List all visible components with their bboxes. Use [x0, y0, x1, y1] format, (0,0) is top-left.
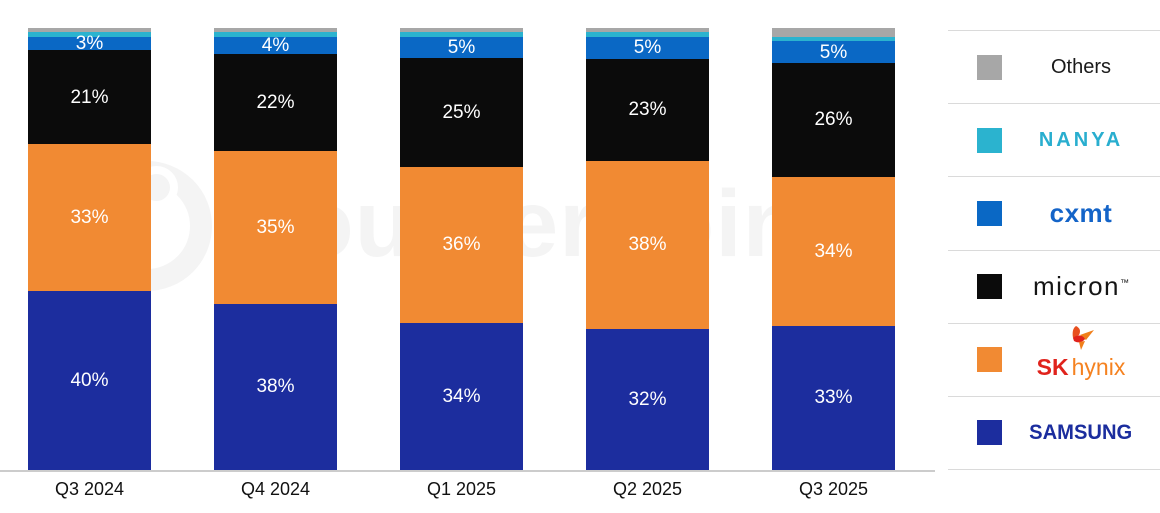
- bar-segment-micron: 26%: [772, 63, 895, 177]
- samsung-logo: SAMSUNG: [1029, 420, 1133, 444]
- bar-segment-cxmt: 5%: [400, 36, 523, 59]
- bar-segment-sk-hynix: 34%: [772, 176, 895, 326]
- bar-value-label: 34%: [814, 240, 853, 262]
- bar-segment-others: [586, 28, 709, 33]
- plot-area: 3% 21% 33% 40% Q3 2024 4% 22% 35% 38% Q4 2024 5% 25…: [0, 28, 935, 499]
- nanya-logo: NANYA: [1038, 128, 1124, 151]
- bar-segment-others: [400, 28, 523, 33]
- bar-value-label: 21%: [70, 86, 109, 108]
- bar-value-label: 35%: [256, 216, 295, 238]
- bar-segment-sk-hynix: 35%: [214, 150, 337, 304]
- legend-row-nanya: NANYA: [948, 103, 1160, 176]
- bar-segment-micron: 23%: [586, 58, 709, 161]
- bar-value-label: 33%: [70, 207, 109, 229]
- bar-segment-micron: 21%: [28, 50, 151, 145]
- x-axis-label: Q3 2024: [54, 479, 125, 499]
- others-label-wrap: Others: [1002, 56, 1160, 79]
- bar-segment-nanya: [772, 36, 895, 42]
- bar-column-q3-2024: 3% 21% 33% 40%: [28, 28, 151, 470]
- bar-segment-cxmt: 3%: [28, 33, 151, 55]
- bar-value-label: 32%: [628, 388, 667, 410]
- bar-segment-nanya: [586, 32, 709, 37]
- bar-segment-others: [772, 28, 895, 37]
- bar-segment-nanya: [214, 32, 337, 37]
- bar-value-label: 5%: [819, 41, 848, 63]
- bar-segment-cxmt: 4%: [214, 35, 337, 56]
- trademark-symbol: ™: [1120, 277, 1129, 288]
- x-axis-label: Q1 2025: [426, 479, 497, 499]
- bar-value-label: 23%: [628, 99, 667, 121]
- sk-wordmark: SK: [1036, 354, 1069, 381]
- bar-value-label: 26%: [814, 109, 853, 131]
- legend-swatch-cxmt: [977, 200, 1002, 226]
- cxmt-logo-wrap: cxmt: [1002, 198, 1160, 229]
- hynix-wordmark: hynix: [1071, 354, 1126, 381]
- bar-value-label: 33%: [814, 387, 853, 409]
- bar-segment-samsung: 40%: [28, 291, 151, 470]
- nanya-logo-wrap: NANYA: [1002, 129, 1160, 152]
- bar-segment-cxmt: 5%: [772, 41, 895, 63]
- legend-swatch-others: [977, 54, 1002, 80]
- legend-row-micron: micron™: [948, 249, 1160, 323]
- legend-swatch-sk-hynix: [977, 347, 1002, 373]
- x-axis-label: Q4 2024: [240, 479, 311, 499]
- x-axis-line: [0, 470, 935, 472]
- bar-value-label: 3%: [75, 33, 104, 55]
- bar-segment-samsung: 34%: [400, 322, 523, 470]
- bar-segment-samsung: 38%: [214, 303, 337, 470]
- sk-hynix-butterfly-icon: [1072, 326, 1094, 351]
- bar-value-label: 40%: [70, 370, 109, 392]
- legend: Others NANYA cxmt micron™: [948, 30, 1160, 471]
- samsung-logo-wrap: SAMSUNG: [1002, 421, 1160, 445]
- bar-value-label: 5%: [633, 37, 662, 59]
- bar-segment-sk-hynix: 38%: [586, 160, 709, 329]
- bar-segment-nanya: [28, 32, 151, 37]
- bar-value-label: 38%: [628, 234, 667, 256]
- bar-segment-sk-hynix: 36%: [400, 166, 523, 323]
- bar-value-label: 34%: [442, 385, 481, 407]
- bar-column-q1-2025: 5% 25% 36% 34%: [400, 28, 523, 470]
- x-axis-label: Q3 2025: [798, 479, 869, 499]
- sk-hynix-logo-wrap: SK hynix: [1002, 326, 1160, 381]
- bar-value-label: 25%: [442, 101, 481, 123]
- legend-swatch-samsung: [977, 420, 1002, 446]
- bar-segment-sk-hynix: 33%: [28, 144, 151, 292]
- bar-value-label: 4%: [261, 35, 290, 56]
- legend-swatch-nanya: [977, 127, 1002, 153]
- sk-hynix-logo: SK hynix: [1036, 326, 1126, 381]
- legend-row-samsung: SAMSUNG: [948, 395, 1160, 471]
- legend-swatch-micron: [977, 274, 1002, 300]
- bar-segment-samsung: 32%: [586, 328, 709, 470]
- bar-segment-others: [28, 28, 151, 33]
- bar-value-label: 38%: [256, 376, 295, 398]
- bar-segment-micron: 22%: [214, 54, 337, 151]
- bar-segment-cxmt: 5%: [586, 36, 709, 59]
- micron-logo-wrap: micron™: [1002, 271, 1160, 302]
- bar-value-label: 36%: [442, 234, 481, 256]
- bar-segment-others: [214, 28, 337, 33]
- bar-segment-samsung: 33%: [772, 325, 895, 470]
- bar-value-label: 5%: [447, 36, 476, 58]
- bar-column-q2-2025: 5% 23% 38% 32%: [586, 28, 709, 470]
- legend-row-cxmt: cxmt: [948, 176, 1160, 249]
- bar-value-label: 22%: [256, 91, 295, 113]
- bar-segment-nanya: [400, 32, 523, 37]
- others-label: Others: [1050, 55, 1112, 78]
- bar-column-q4-2024: 4% 22% 35% 38%: [214, 28, 337, 470]
- cxmt-logo: cxmt: [1049, 197, 1113, 228]
- micron-logo: micron™: [1033, 271, 1129, 302]
- legend-row-sk-hynix: SK hynix: [948, 322, 1160, 396]
- bar-column-q3-2025: 5% 26% 34% 33%: [772, 28, 895, 470]
- bar-segment-micron: 25%: [400, 58, 523, 167]
- micron-wordmark: micron: [1032, 271, 1120, 302]
- x-axis-label: Q2 2025: [612, 479, 683, 499]
- legend-row-others: Others: [948, 30, 1160, 103]
